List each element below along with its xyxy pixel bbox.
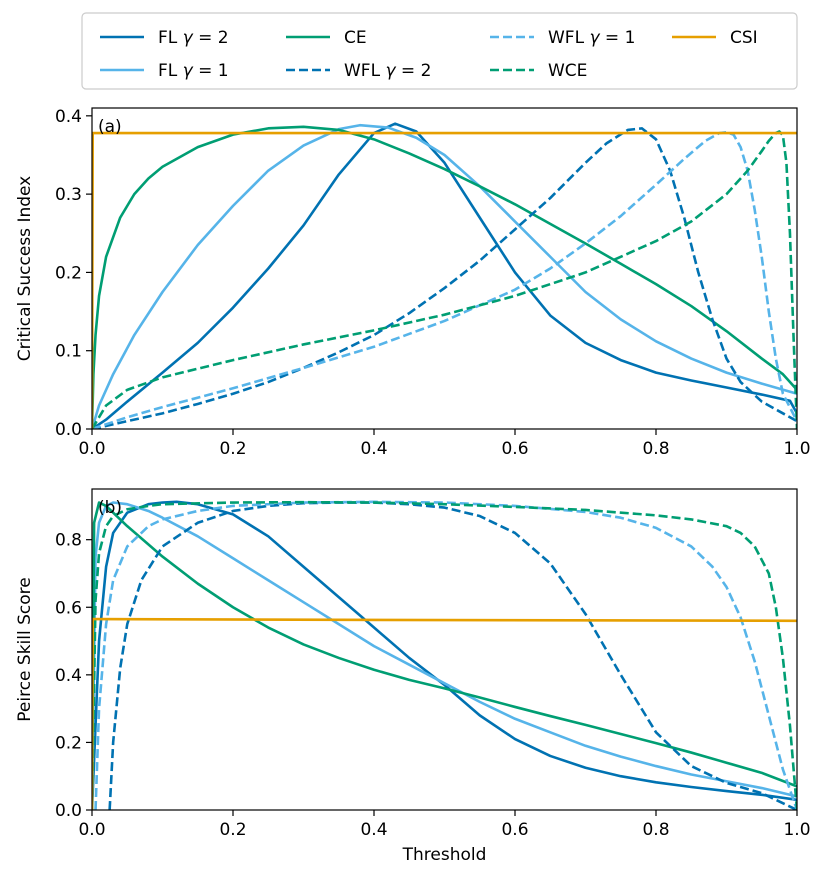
panel-a-xtick-label: 0.4 bbox=[360, 439, 387, 459]
legend: FL γ = 2 FL γ = 1 CE WFL γ = 2 WFL γ = 1 WCE C… bbox=[81, 12, 798, 90]
legend-label-fl-gamma-2: FL γ = 2 bbox=[158, 28, 229, 48]
legend-frame bbox=[81, 12, 798, 90]
panel-a-xtick-label: 0.0 bbox=[78, 439, 105, 459]
legend-label-csi: CSI bbox=[730, 28, 758, 48]
panel-a-ylabel: Critical Success Index bbox=[15, 176, 35, 362]
panel-b-xtick-label: 0.4 bbox=[360, 820, 387, 840]
legend-label-fl-gamma-1: FL γ = 1 bbox=[158, 61, 229, 81]
panel-b-series-ce bbox=[92, 501, 797, 810]
panel-b-xtick-label: 0.6 bbox=[501, 820, 528, 840]
panel-b-ylabel: Peirce Skill Score bbox=[15, 577, 35, 721]
panel-a-series-fl-gamma-1 bbox=[92, 123, 797, 429]
panel-a-series-wfl-gamma-1 bbox=[92, 130, 797, 429]
panel-a-ytick-label: 0.2 bbox=[55, 263, 82, 283]
panel-a-ytick-label: 0.4 bbox=[55, 107, 82, 127]
panel-b-xtick-label: 0.8 bbox=[642, 820, 669, 840]
panel-a-series-csi bbox=[92, 131, 797, 429]
panel-b-xlabel: Threshold bbox=[402, 845, 487, 865]
panel-a-xtick-label: 0.8 bbox=[642, 439, 669, 459]
panel-b-ytick-label: 0.8 bbox=[55, 531, 82, 551]
panel-b-ytick-label: 0.2 bbox=[55, 733, 82, 753]
panel-b-series-wce bbox=[92, 500, 797, 810]
panel-b-label: (b) bbox=[98, 498, 122, 518]
legend-label-wfl-gamma-1: WFL γ = 1 bbox=[548, 28, 635, 48]
panel-a-xtick-label: 0.2 bbox=[219, 439, 246, 459]
legend-label-ce: CE bbox=[344, 28, 367, 48]
panel-b-xtick-label: 0.0 bbox=[78, 820, 105, 840]
panel-a-csi: 0.0 0.2 0.4 0.6 0.8 1.0 0.0 0.1 0.2 0.3 0.4 (a) Cr… bbox=[15, 107, 811, 459]
panel-a-ytick-label: 0.3 bbox=[55, 185, 82, 205]
panel-a-series-wfl-gamma-2 bbox=[92, 127, 797, 429]
panel-a-series-ce bbox=[92, 125, 797, 429]
panel-b-frame bbox=[91, 488, 798, 811]
panel-b-xtick-label: 0.2 bbox=[219, 820, 246, 840]
panel-a-ytick-label: 0.0 bbox=[55, 420, 82, 440]
panel-b-series-csi bbox=[92, 617, 797, 810]
panel-b-series-fl-gamma-1 bbox=[92, 501, 797, 810]
panel-b-xtick-label: 1.0 bbox=[783, 820, 810, 840]
panel-b-ytick-label: 0.6 bbox=[55, 598, 82, 618]
panel-a-xtick-label: 1.0 bbox=[783, 439, 810, 459]
panel-b-ytick-label: 0.4 bbox=[55, 666, 82, 686]
panel-b-series-wfl-gamma-1 bbox=[94, 500, 797, 810]
legend-label-wfl-gamma-2: WFL γ = 2 bbox=[344, 61, 431, 81]
panel-a-series-wce bbox=[92, 130, 797, 429]
panel-a-ytick-label: 0.1 bbox=[55, 342, 82, 362]
panel-b-series-fl-gamma-2 bbox=[92, 500, 797, 810]
panel-a-frame bbox=[91, 107, 798, 430]
panel-a-xtick-label: 0.6 bbox=[501, 439, 528, 459]
legend-label-wce: WCE bbox=[548, 61, 587, 81]
panel-b-ytick-label: 0.0 bbox=[55, 801, 82, 821]
panel-a-label: (a) bbox=[98, 117, 122, 137]
panel-b-pss: 0.0 0.2 0.4 0.6 0.8 1.0 0.0 0.2 0.4 0.6 0.8 (b) Pe… bbox=[15, 488, 811, 865]
